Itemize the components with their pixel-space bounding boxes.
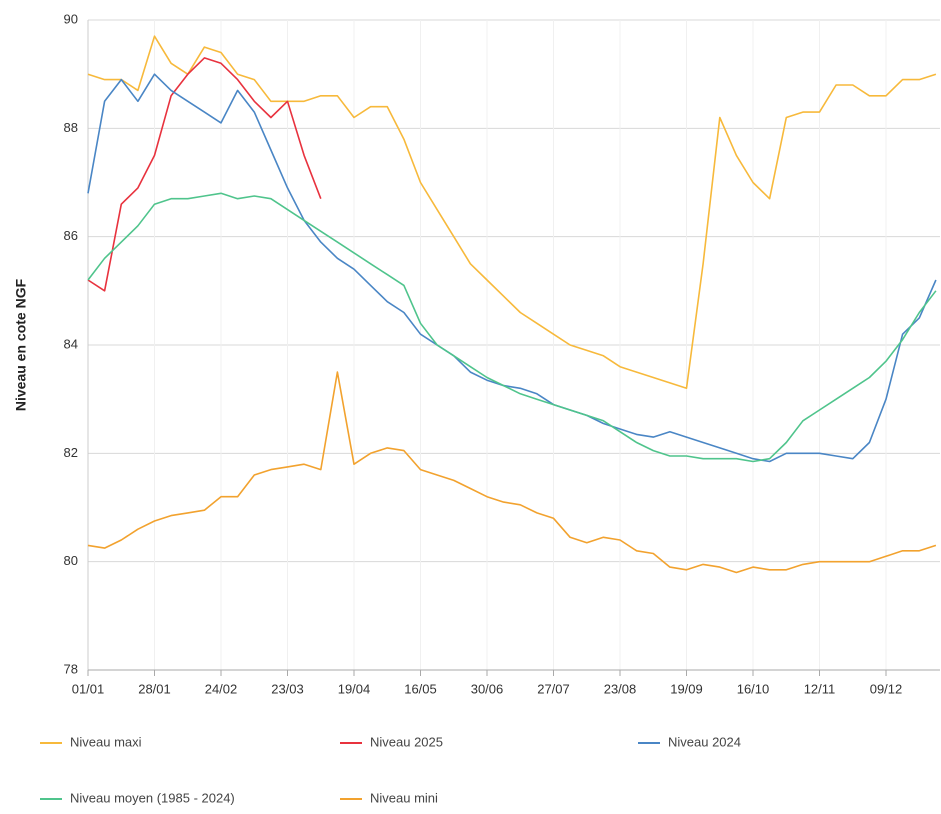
x-tick-label: 19/04	[338, 681, 371, 696]
y-axis-label: Niveau en cote NGF	[13, 278, 29, 411]
x-tick-label: 28/01	[138, 681, 171, 696]
series-line	[87, 57, 322, 292]
series-line	[87, 35, 937, 390]
x-tick-label: 09/12	[870, 681, 903, 696]
legend-label: Niveau mini	[370, 790, 438, 805]
x-tick-label: 23/08	[604, 681, 637, 696]
x-tick-label: 16/05	[404, 681, 437, 696]
y-tick-label: 82	[64, 445, 78, 460]
legend-label: Niveau maxi	[70, 734, 142, 749]
y-tick-label: 90	[64, 11, 78, 26]
x-tick-label: 01/01	[72, 681, 105, 696]
x-tick-label: 30/06	[471, 681, 504, 696]
x-tick-label: 27/07	[537, 681, 570, 696]
series-line	[87, 73, 937, 463]
y-tick-label: 80	[64, 553, 78, 568]
x-tick-label: 24/02	[205, 681, 238, 696]
legend-label: Niveau 2025	[370, 734, 443, 749]
legend-label: Niveau 2024	[668, 734, 741, 749]
x-tick-label: 23/03	[271, 681, 304, 696]
x-tick-label: 16/10	[737, 681, 770, 696]
x-tick-label: 12/11	[804, 681, 836, 696]
y-tick-label: 84	[64, 336, 78, 351]
x-tick-label: 19/09	[670, 681, 703, 696]
legend-label: Niveau moyen (1985 - 2024)	[70, 790, 235, 805]
series-line	[87, 371, 937, 574]
y-tick-label: 78	[64, 661, 78, 676]
y-tick-label: 88	[64, 120, 78, 135]
y-tick-label: 86	[64, 228, 78, 243]
series-line	[87, 192, 937, 463]
